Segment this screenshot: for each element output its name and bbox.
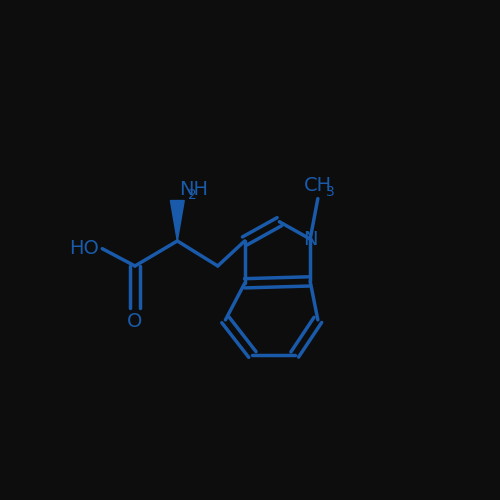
Text: 3: 3 (326, 184, 335, 198)
Text: N: N (303, 230, 318, 248)
Text: HO: HO (70, 239, 99, 258)
Polygon shape (170, 200, 184, 241)
Text: O: O (128, 312, 142, 331)
Text: 2: 2 (188, 188, 196, 202)
Text: CH: CH (304, 176, 332, 195)
Text: NH: NH (179, 180, 208, 199)
